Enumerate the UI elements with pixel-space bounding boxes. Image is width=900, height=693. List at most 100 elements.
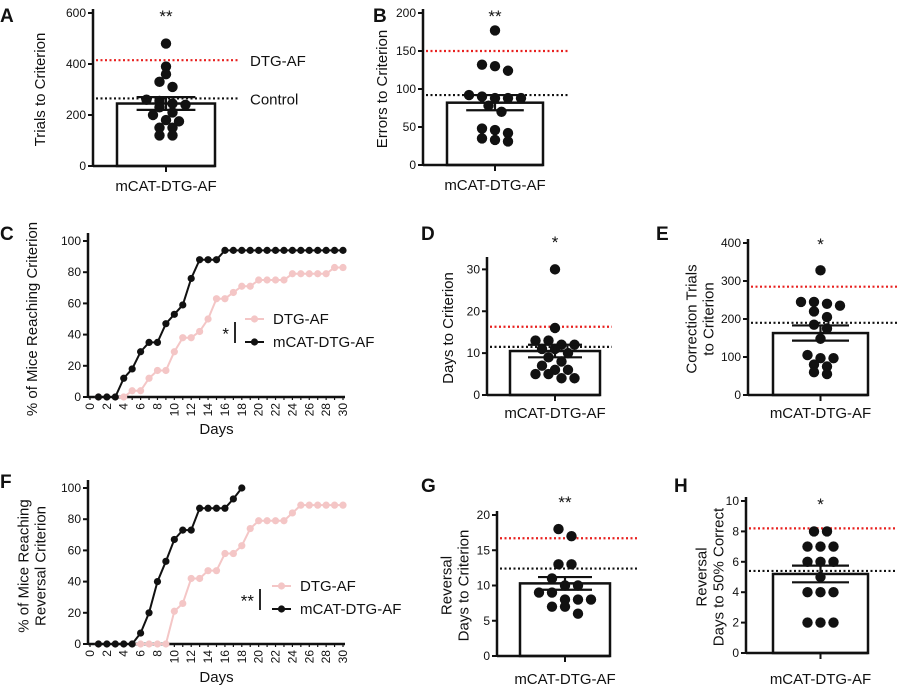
- series-point-mcat-dtg-af: [120, 374, 128, 382]
- y-tick-label: 0: [473, 388, 480, 402]
- x-tick-label: 14: [201, 650, 215, 664]
- x-tick-label: 24: [285, 403, 299, 417]
- series-point-mcat-dtg-af: [271, 246, 280, 254]
- significance-marker: *: [817, 495, 824, 514]
- x-tick-label: 26: [302, 650, 316, 664]
- y-tick-label: 0: [732, 646, 739, 660]
- series-point-dtg-af: [314, 270, 322, 278]
- series-point-mcat-dtg-af: [145, 338, 153, 346]
- series-point-dtg-af: [137, 387, 145, 395]
- series-point-mcat-dtg-af: [263, 246, 271, 254]
- data-point: [549, 264, 561, 275]
- series-point-dtg-af: [187, 334, 195, 342]
- series-point-mcat-dtg-af: [280, 246, 288, 254]
- data-point: [802, 556, 813, 567]
- data-point: [808, 306, 820, 317]
- series-point-dtg-af: [128, 387, 136, 395]
- data-point: [828, 587, 839, 598]
- y-tick-label: 60: [68, 296, 82, 310]
- data-point: [167, 81, 178, 93]
- series-point-mcat-dtg-af: [221, 246, 229, 254]
- series-point-mcat-dtg-af: [305, 246, 313, 254]
- series-point-mcat-dtg-af: [297, 246, 305, 254]
- data-point: [553, 559, 564, 570]
- series-point-dtg-af: [263, 276, 271, 284]
- data-point: [569, 373, 580, 384]
- data-point: [802, 349, 813, 361]
- x-category-label: mCAT-DTG-AF: [514, 671, 615, 688]
- legend-swatch-marker: [277, 605, 286, 613]
- x-axis-label: Days: [199, 421, 233, 438]
- series-point-mcat-dtg-af: [339, 246, 347, 254]
- series-point-dtg-af: [271, 517, 280, 525]
- data-point: [828, 352, 839, 364]
- series-point-mcat-dtg-af: [179, 301, 187, 309]
- y-axis-label: % of Mice Reaching: [16, 499, 33, 632]
- data-point: [572, 608, 584, 619]
- y-tick-label: 200: [721, 312, 741, 326]
- series-point-mcat-dtg-af: [212, 504, 221, 512]
- y-tick-label: 0: [734, 388, 741, 402]
- series-point-dtg-af: [263, 517, 271, 525]
- x-tick-label: 20: [252, 403, 266, 417]
- series-point-dtg-af: [339, 263, 347, 272]
- series-point-mcat-dtg-af: [196, 504, 204, 512]
- data-point: [154, 130, 165, 141]
- data-point: [802, 541, 813, 552]
- y-tick-label: 400: [721, 236, 741, 250]
- data-point: [585, 594, 597, 605]
- y-tick-label: 10: [477, 579, 491, 593]
- data-point: [828, 541, 839, 552]
- series-point-dtg-af: [297, 501, 305, 509]
- data-point: [476, 91, 488, 102]
- y-tick-label: 100: [721, 350, 741, 364]
- x-tick-label: 2: [100, 403, 114, 410]
- series-point-dtg-af: [238, 542, 246, 550]
- y-tick-label: 20: [68, 606, 82, 620]
- reference-line-label: Control: [250, 91, 298, 108]
- series-point-dtg-af: [246, 524, 254, 533]
- data-point: [536, 343, 548, 355]
- data-point: [160, 38, 172, 49]
- y-tick-label: 80: [68, 265, 82, 279]
- series-point-mcat-dtg-af: [204, 504, 212, 512]
- series-point-dtg-af: [255, 517, 263, 525]
- series-point-dtg-af: [339, 501, 347, 509]
- series-point-dtg-af: [145, 640, 153, 648]
- significance-marker: *: [817, 235, 824, 254]
- legend-label: DTG-AF: [273, 311, 329, 328]
- data-point: [154, 122, 165, 133]
- legend-swatch-marker: [277, 582, 286, 590]
- y-tick-label: 300: [721, 274, 741, 288]
- series-point-dtg-af: [137, 640, 145, 648]
- x-category-label: mCAT-DTG-AF: [444, 177, 545, 194]
- legend-label: mCAT-DTG-AF: [273, 334, 374, 351]
- x-tick-label: 22: [269, 403, 283, 417]
- data-point: [496, 106, 507, 118]
- series-point-dtg-af: [238, 282, 246, 290]
- data-point: [546, 573, 558, 584]
- y-tick-label: 6: [732, 555, 739, 569]
- x-category-label: mCAT-DTG-AF: [770, 671, 871, 688]
- series-point-mcat-dtg-af: [170, 535, 178, 544]
- series-line-mcat-dtg-af: [98, 487, 243, 645]
- panel-letter: H: [674, 476, 688, 497]
- y-tick-label: 8: [732, 524, 739, 538]
- x-tick-label: 16: [218, 403, 232, 417]
- y-axis-label: Trials to Criterion: [32, 33, 49, 147]
- y-tick-label: 0: [74, 637, 81, 651]
- panel-h: H 0 2 4 6 8 10 * mCAT-DTG-AF Reversal Days to 50% …: [674, 476, 897, 688]
- data-point: [828, 617, 839, 628]
- x-tick-label: 8: [150, 650, 164, 657]
- data-point: [530, 368, 541, 380]
- x-tick-label: 12: [184, 403, 198, 417]
- series-point-dtg-af: [204, 315, 212, 323]
- data-point: [815, 265, 826, 276]
- data-point: [815, 352, 826, 364]
- series-point-mcat-dtg-af: [179, 526, 187, 534]
- series-point-mcat-dtg-af: [288, 246, 296, 254]
- y-tick-label: 80: [68, 512, 82, 526]
